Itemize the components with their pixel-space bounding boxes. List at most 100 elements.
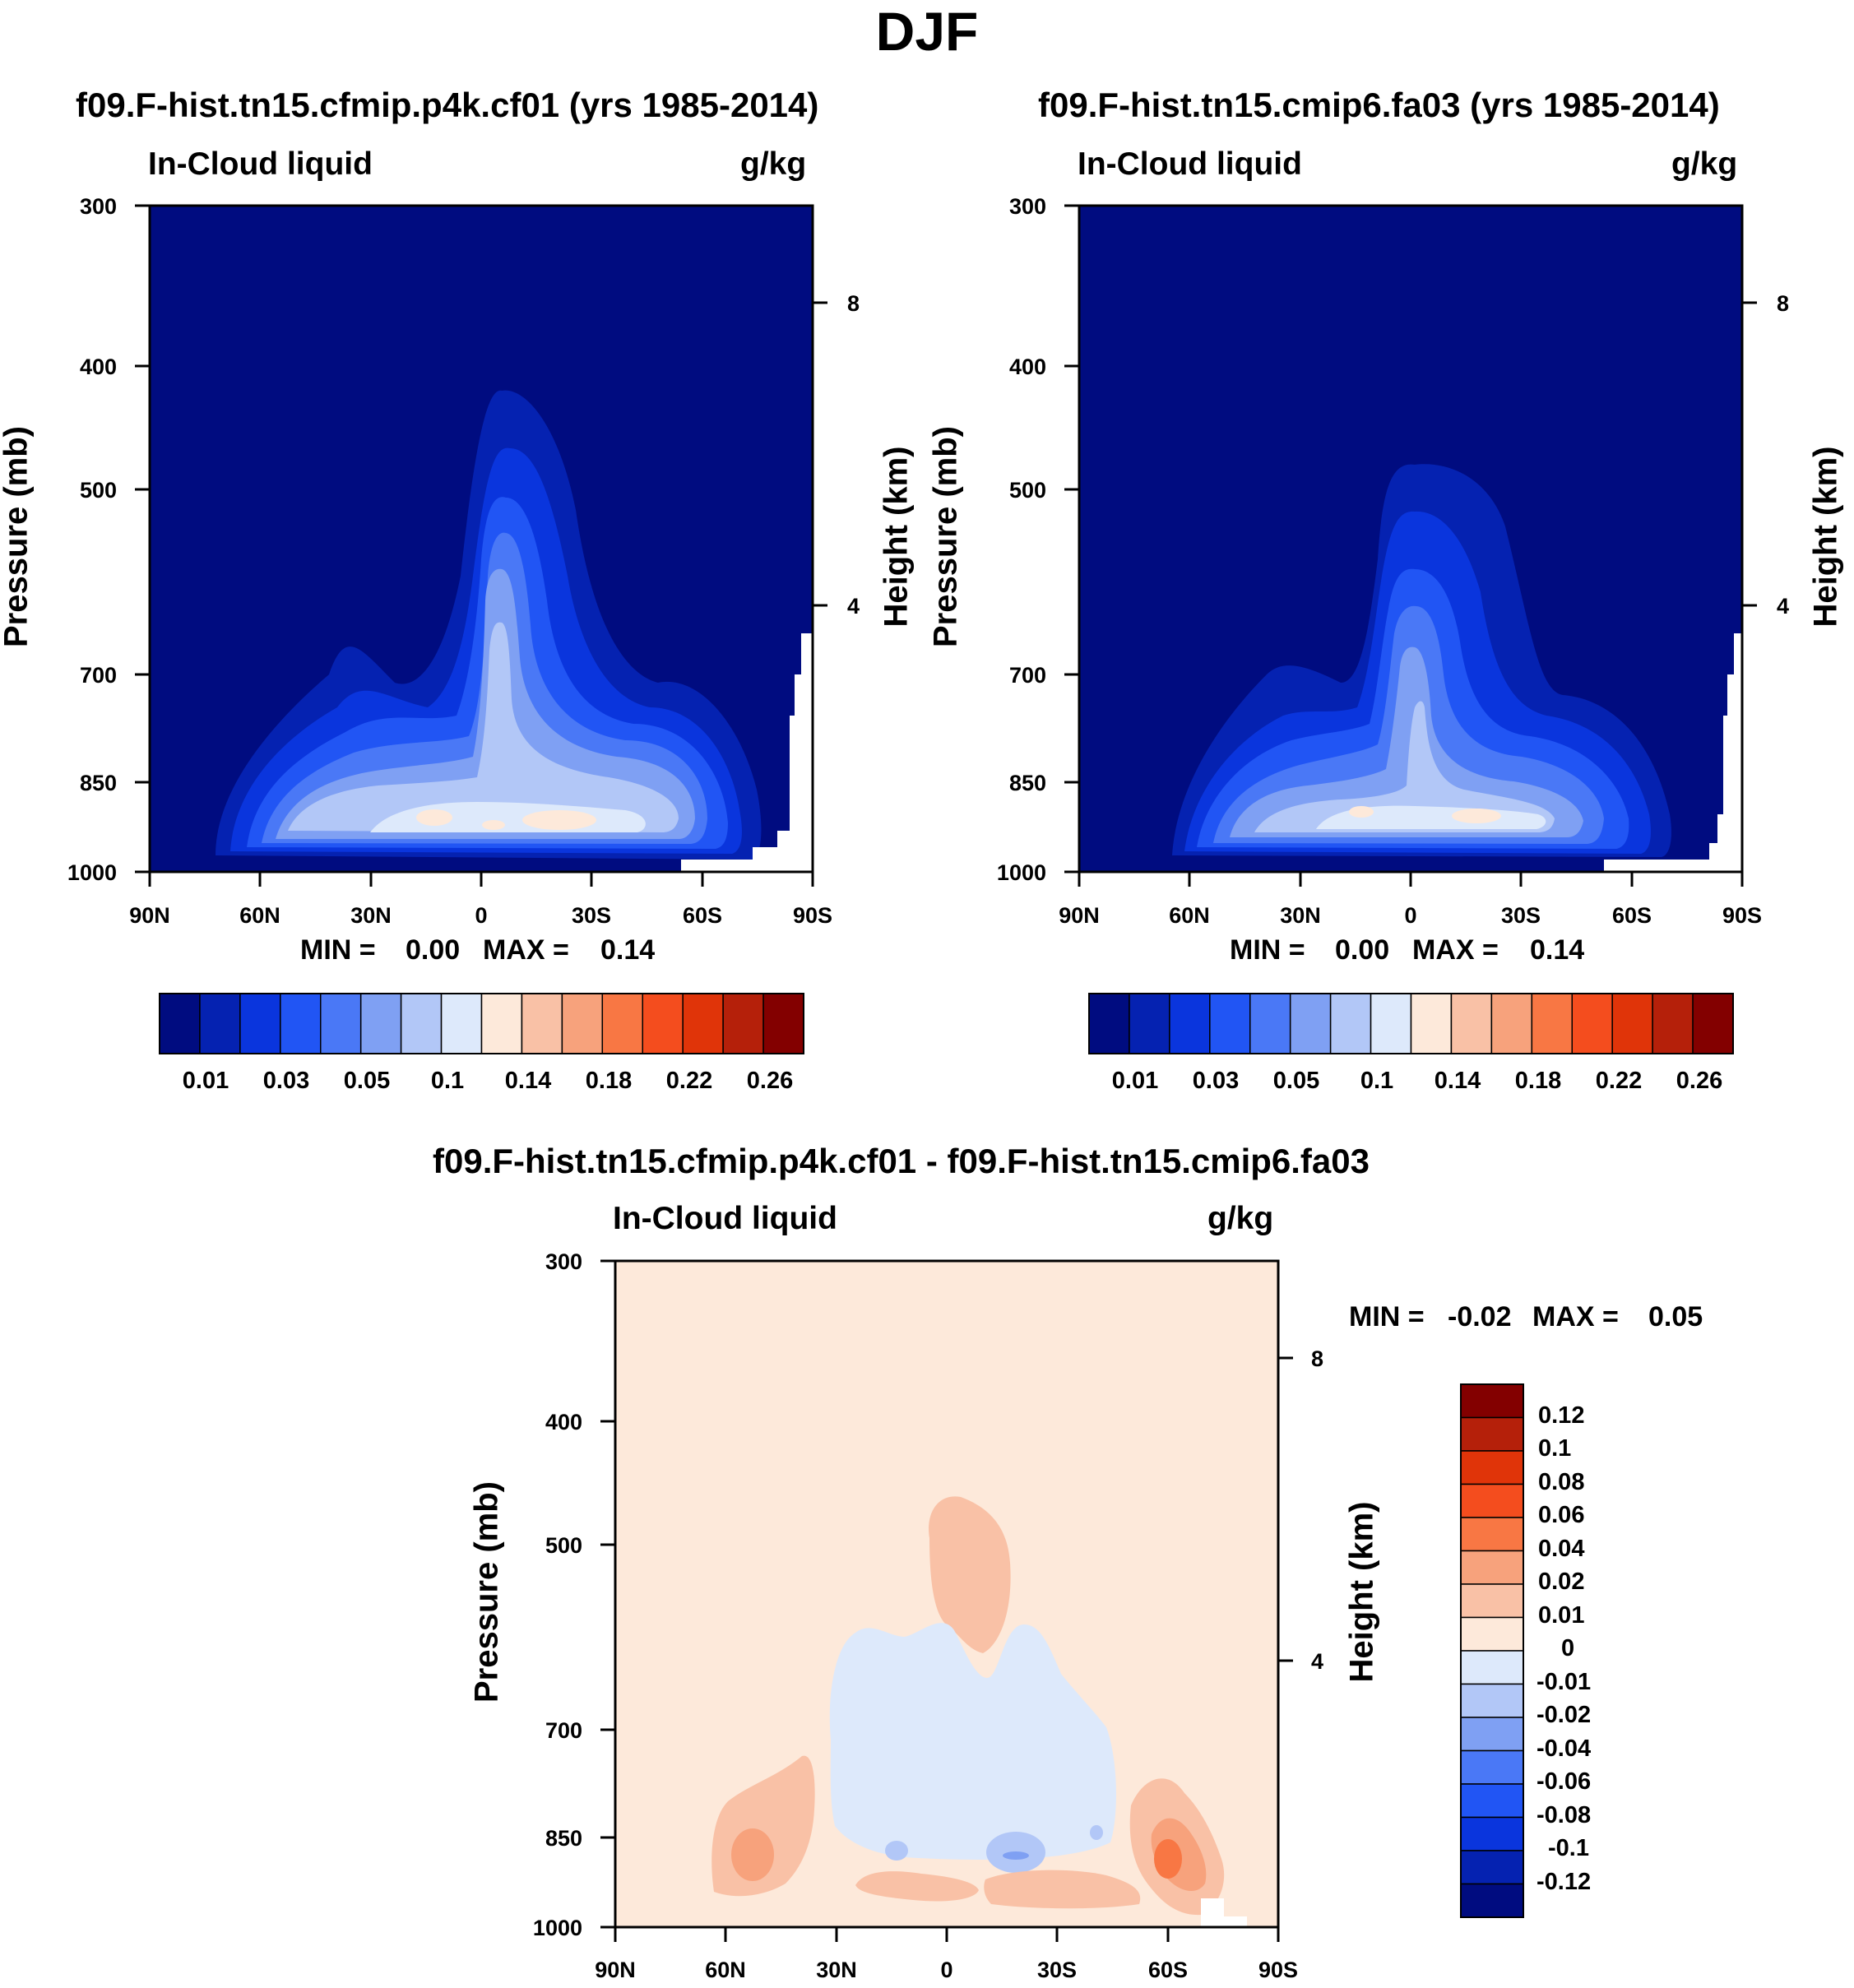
panel3-cb-label-neg0.04: -0.04 <box>1537 1735 1592 1762</box>
panel3-field <box>615 1261 1278 1927</box>
panel3-xtick-90n: 90N <box>595 1958 636 1982</box>
panel3-contour-neg3 <box>1003 1851 1029 1860</box>
panel1-cb-label-0.14: 0.14 <box>504 1068 552 1094</box>
panel2-cb-label-0.05: 0.05 <box>1272 1068 1320 1094</box>
panel3-ylabel-right: Height (km) <box>1343 1501 1380 1683</box>
panel2-y2tick-8: 8 <box>1777 291 1790 316</box>
panel1-ytick-500: 500 <box>79 478 117 503</box>
colorbar-swatch <box>1460 1883 1524 1918</box>
panel1-xtick-60s: 60S <box>682 903 723 928</box>
panel1-y2tick-4: 4 <box>847 594 860 619</box>
colorbar-swatch <box>1460 1517 1524 1552</box>
panel2-contour-5 <box>1230 646 1583 837</box>
panel1-ytick-300: 300 <box>79 194 117 219</box>
panel3-cb-label-neg0.01: -0.01 <box>1537 1669 1592 1695</box>
colorbar-swatch <box>400 993 443 1054</box>
panel1-ytick-700: 700 <box>79 663 117 688</box>
panel3-ytick-500: 500 <box>545 1533 582 1558</box>
panel1-cb-label-0.26: 0.26 <box>746 1068 794 1094</box>
panel2-units: g/kg <box>1671 146 1738 182</box>
panel3-xtick-60n: 60N <box>705 1958 746 1982</box>
panel1-field <box>150 206 813 872</box>
colorbar-swatch <box>1370 993 1412 1054</box>
panel3-xtick-0: 0 <box>940 1958 953 1982</box>
panel1-ticks <box>135 204 827 887</box>
panel3-ticks <box>600 1259 1293 1942</box>
panel2-contour-8a <box>1349 806 1374 818</box>
panel3-cb-label-0: 0 <box>1561 1635 1575 1661</box>
colorbar-swatch <box>1450 993 1493 1054</box>
panel3-contour-pos-bot1 <box>855 1871 979 1902</box>
panel2-max-label: MAX = <box>1412 934 1499 966</box>
panel2-cb-label-0.01: 0.01 <box>1111 1068 1159 1094</box>
colorbar-swatch <box>1169 993 1211 1054</box>
panel3-cb-label-neg0.06: -0.06 <box>1537 1768 1592 1795</box>
panel3-xtick-30s: 30S <box>1036 1958 1078 1982</box>
colorbar-swatch <box>1460 1450 1524 1485</box>
panel3-cb-label-neg0.1: -0.1 <box>1548 1835 1589 1861</box>
panel3-missing <box>1201 1898 1247 1927</box>
panel1-xtick-0: 0 <box>475 903 488 928</box>
panel2-xtick-60s: 60S <box>1611 903 1652 928</box>
panel3-cb-label-neg0.08: -0.08 <box>1537 1802 1592 1828</box>
colorbar-swatch <box>280 993 322 1054</box>
panel3-colorbar <box>1460 1383 1524 1918</box>
panel1-y2tick-8: 8 <box>847 291 860 316</box>
panel2-xtick-90n: 90N <box>1059 903 1100 928</box>
colorbar-swatch <box>1460 1850 1524 1885</box>
colorbar-swatch <box>1460 1816 1524 1851</box>
panel1-ytick-400: 400 <box>79 355 117 379</box>
colorbar-swatch <box>1289 993 1332 1054</box>
panel3-cb-label-neg0.12: -0.12 <box>1537 1869 1592 1895</box>
panel3-cb-label-0.06: 0.06 <box>1538 1502 1585 1528</box>
panel3-cb-label-0.08: 0.08 <box>1538 1469 1585 1495</box>
panel2-missing <box>1604 633 1742 872</box>
panel2-ytick-400: 400 <box>1008 355 1046 379</box>
panel2-ytick-700: 700 <box>1008 663 1046 688</box>
colorbar-swatch <box>1460 1683 1524 1718</box>
panel1-title: f09.F-hist.tn15.cfmip.p4k.cf01 (yrs 1985… <box>76 86 819 124</box>
panel3-ytick-300: 300 <box>545 1249 582 1274</box>
panel1-xtick-90n: 90N <box>129 903 170 928</box>
panel3-min-value: -0.02 <box>1448 1301 1512 1332</box>
panel3-cb-label-0.1: 0.1 <box>1538 1435 1572 1462</box>
panel2-ytick-300: 300 <box>1008 194 1046 219</box>
panel1-min-value: 0.00 <box>406 934 461 966</box>
colorbar-swatch <box>1460 1749 1524 1785</box>
panel1-contour-6 <box>288 622 679 832</box>
colorbar-swatch <box>1460 1383 1524 1419</box>
panel2-title: f09.F-hist.tn15.cmip6.fa03 (yrs 1985-201… <box>1038 86 1720 124</box>
colorbar-swatch <box>1410 993 1453 1054</box>
panel3-min-label: MIN = <box>1349 1301 1425 1332</box>
panel1-contour-5 <box>276 568 695 839</box>
panel3-left-label: In-Cloud liquid <box>613 1201 837 1236</box>
colorbar-swatch <box>1460 1583 1524 1619</box>
panel3-contour-pos-right3 <box>1154 1839 1182 1879</box>
panel2-max-value: 0.14 <box>1530 934 1585 966</box>
panel3-cb-label-0.02: 0.02 <box>1538 1569 1585 1595</box>
panel3-contour-pos-mid <box>929 1496 1011 1653</box>
panel2-cb-label-0.26: 0.26 <box>1676 1068 1723 1094</box>
colorbar-swatch <box>642 993 684 1054</box>
panel3-cb-label-0.04: 0.04 <box>1538 1536 1585 1562</box>
panel2-cb-label-0.1: 0.1 <box>1360 1068 1394 1094</box>
panel2-ytick-500: 500 <box>1008 478 1046 503</box>
panel2-min-label: MIN = <box>1230 934 1305 966</box>
colorbar-swatch <box>320 993 362 1054</box>
panel1-cb-label-0.05: 0.05 <box>343 1068 391 1094</box>
panel3-y2tick-8: 8 <box>1311 1346 1324 1371</box>
colorbar-swatch <box>1460 1483 1524 1518</box>
panel3-max-label: MAX = <box>1532 1301 1619 1332</box>
panel2-xtick-60n: 60N <box>1169 903 1210 928</box>
panel3-xtick-30n: 30N <box>816 1958 857 1982</box>
panel2-ytick-850: 850 <box>1008 771 1046 795</box>
panel3-cb-label-0.12: 0.12 <box>1538 1402 1585 1429</box>
panel1-units: g/kg <box>740 146 807 182</box>
panel3-contour-pos-bot2 <box>984 1870 1141 1909</box>
panel1-ytick-1000: 1000 <box>67 860 117 885</box>
panel2-field <box>1079 206 1742 872</box>
colorbar-swatch <box>239 993 281 1054</box>
panel1-xtick-30n: 30N <box>350 903 392 928</box>
